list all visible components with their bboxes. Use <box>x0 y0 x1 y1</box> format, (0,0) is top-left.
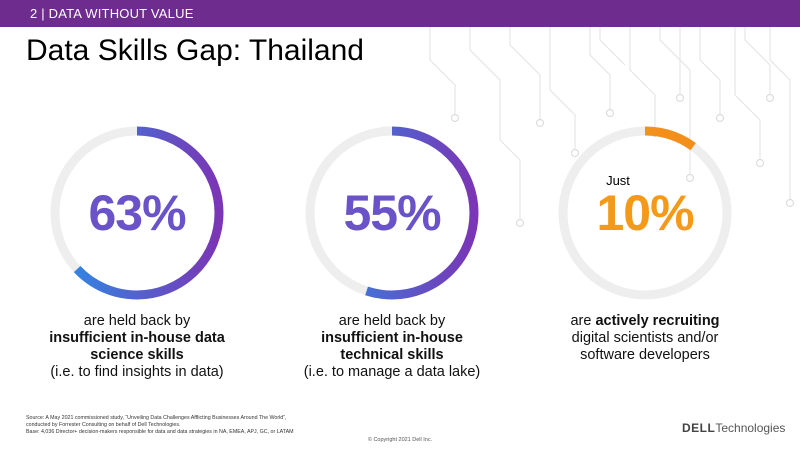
stat-ring-1: 63% <box>47 123 227 303</box>
progress-ring <box>558 126 732 300</box>
source-line: Base: 4,036 Director+ decision-makers re… <box>26 429 294 435</box>
source-line: Source: A May 2021 commissioned study, “… <box>26 415 287 421</box>
desc-line: software developers <box>580 347 710 363</box>
stat-description-3: are actively recruiting digital scientis… <box>530 313 760 364</box>
section-label: 2 | DATA WITHOUT VALUE <box>30 6 194 21</box>
stat-ring-3: Just 10% <box>555 123 735 303</box>
desc-line: (i.e. to find insights in data) <box>50 364 224 380</box>
desc-line: digital scientists and/or <box>571 330 719 346</box>
desc-fragment: are <box>570 313 596 329</box>
desc-line: are held back by <box>83 313 191 329</box>
ring-progress <box>50 126 224 300</box>
desc-line: are actively recruiting <box>530 313 760 330</box>
source-line: conducted by Forrester Consulting on beh… <box>26 422 181 428</box>
logo-technologies: Technologies <box>715 421 786 435</box>
stat-prefix: Just <box>606 173 630 188</box>
stat-description-2: are held back by insufficient in-house t… <box>277 313 507 381</box>
dell-technologies-logo: DELLTechnologies <box>682 421 785 435</box>
desc-fragment: actively recruiting <box>595 313 720 329</box>
header-bar: 2 | DATA WITHOUT VALUE <box>0 0 800 27</box>
desc-line: (i.e. to manage a data lake) <box>303 364 481 380</box>
stat-value: 63% <box>88 185 186 241</box>
desc-line: insufficient in-house <box>321 330 463 346</box>
stat-description-1: are held back by insufficient in-house d… <box>22 313 252 381</box>
ring-progress <box>558 126 732 300</box>
page-title: Data Skills Gap: Thailand <box>26 34 364 67</box>
stat-ring-2: 55% <box>302 123 482 303</box>
stat-value: 10% <box>596 185 694 241</box>
copyright: © Copyright 2021 Dell Inc. <box>367 437 433 443</box>
source-note: Source: A May 2021 commissioned study, “… <box>26 415 386 436</box>
stat-value: 55% <box>343 185 441 241</box>
desc-line: technical skills <box>340 347 444 363</box>
logo-dell: DELL <box>682 421 716 435</box>
ring-progress <box>305 126 479 300</box>
desc-line: are held back by <box>338 313 446 329</box>
desc-line: insufficient in-house data <box>49 330 225 346</box>
progress-ring <box>305 126 479 300</box>
progress-ring <box>50 126 224 300</box>
desc-line: science skills <box>90 347 184 363</box>
